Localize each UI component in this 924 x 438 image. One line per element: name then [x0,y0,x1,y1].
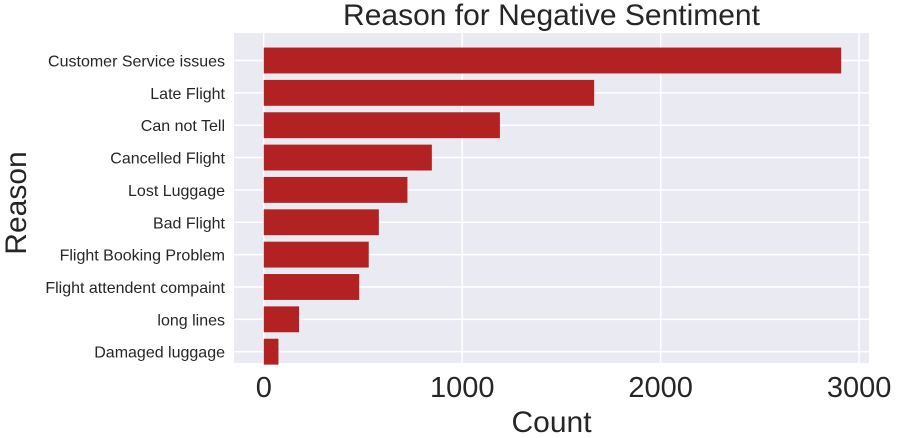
bar [263,144,432,171]
y-tick-label: Lost Luggage [128,183,225,200]
y-tick-label: Damaged luggage [94,345,225,362]
y-axis-label: Reason [0,151,33,254]
y-tick-label: Flight attendent compaint [45,280,225,297]
bar [263,176,408,203]
bar [263,274,360,300]
x-tick-label: 3000 [827,372,892,404]
y-tick-label: Flight Booking Problem [60,248,225,265]
bar [263,306,300,333]
y-tick-label: Customer Service issues [48,54,225,71]
chart-title: Reason for Negative Sentiment [343,0,761,32]
x-tick-labels: 0 1000 2000 3000 [256,372,892,404]
x-tick-label: 1000 [430,372,495,404]
y-tick-labels: Customer Service issues Late Flight Can no… [45,54,225,362]
y-tick-label: Bad Flight [153,215,226,232]
bar [263,47,842,74]
bar [263,79,595,106]
y-tick-label: Cancelled Flight [110,151,225,168]
bar [263,338,279,365]
x-tick-label: 2000 [628,372,693,404]
x-tick-label: 0 [256,372,272,404]
bar [263,209,379,236]
y-tick-label: Can not Tell [141,118,225,135]
bar [263,112,500,139]
bars [263,47,842,365]
x-axis-label: Count [511,406,592,438]
y-tick-label: Late Flight [150,86,225,103]
y-tick-label: long lines [157,312,225,329]
bar [263,241,369,268]
